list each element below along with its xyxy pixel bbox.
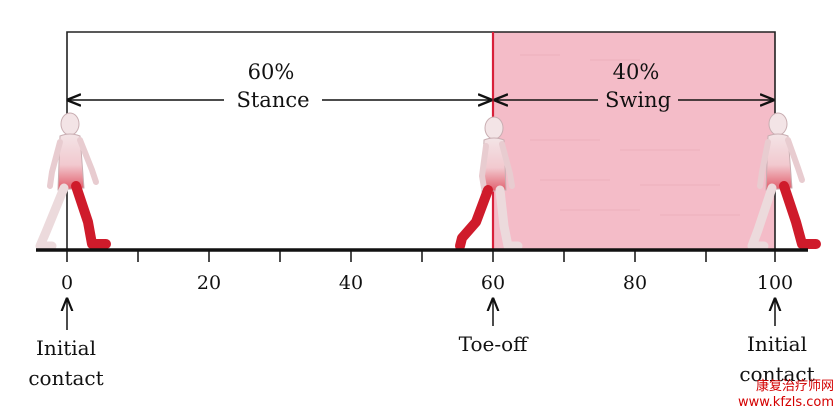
swing-percent: 40% — [613, 60, 660, 84]
axis-tick-label: 0 — [61, 272, 73, 294]
axis-tick-label: 40 — [339, 272, 363, 294]
swing-region — [493, 32, 775, 250]
swing-label: Swing — [605, 88, 671, 112]
initial-contact-end-label-line2: contact — [739, 362, 814, 386]
initial-contact-label-line2: contact — [28, 366, 103, 390]
watermark-site-name: 康复治疗师网 — [756, 378, 834, 394]
swing-region-texture — [520, 54, 740, 216]
axis-tick-label: 80 — [623, 272, 647, 294]
gait-axis-ticks — [66, 250, 776, 262]
walking-figure-initial-contact — [35, 112, 111, 251]
stance-percent: 60% — [248, 60, 295, 84]
initial-contact-label-line1: Initial — [36, 336, 96, 360]
axis-tick-label: 60 — [481, 272, 505, 294]
watermark-url: www.kfzls.com — [738, 395, 834, 410]
stance-label: Stance — [236, 88, 309, 112]
walking-figure-toe-off — [455, 116, 523, 251]
axis-tick-label: 100 — [757, 272, 793, 294]
axis-tick-label: 20 — [197, 272, 221, 294]
initial-contact-end-label-line1: Initial — [747, 332, 807, 356]
walking-figure-initial-contact-end — [747, 112, 821, 251]
toe-off-label: Toe-off — [459, 332, 529, 356]
